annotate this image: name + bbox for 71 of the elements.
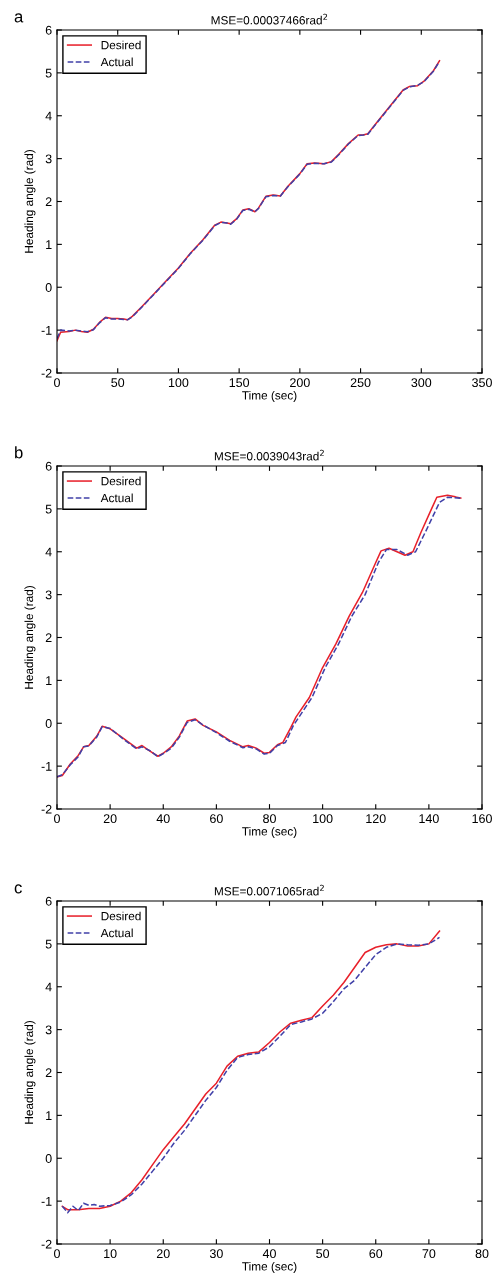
x-tick-label: 0 <box>54 814 60 824</box>
y-tick-label: 6 <box>45 461 52 471</box>
y-tick-label: -2 <box>41 368 52 378</box>
chart-title: MSE=0.00037466rad$^{2}$ <box>211 13 328 25</box>
y-tick-label: 6 <box>45 896 52 906</box>
x-tick-label: 0 <box>54 1249 60 1259</box>
x-tick-label: 100 <box>313 814 333 824</box>
y-tick-label: 5 <box>45 939 52 949</box>
legend-label: Actual <box>100 928 133 938</box>
x-tick-label: 30 <box>209 1249 223 1259</box>
x-axis-title: Time (sec) <box>242 1261 297 1273</box>
x-tick-label: 0 <box>54 378 60 388</box>
y-tick-label: 1 <box>46 1111 52 1120</box>
y-tick-label: 2 <box>45 1068 52 1078</box>
x-tick-label: 160 <box>472 814 492 824</box>
legend-label: Actual <box>100 57 133 67</box>
x-tick-label: 20 <box>156 1249 170 1259</box>
chart-title: MSE=0.0071065rad$^{2}$ <box>214 884 324 896</box>
x-tick-label: 80 <box>475 1249 489 1259</box>
y-tick-label: 1 <box>46 240 52 249</box>
x-tick-label: 200 <box>290 378 310 388</box>
y-tick-label: -1 <box>41 326 52 335</box>
y-tick-label: 4 <box>45 111 52 121</box>
x-tick-label: 250 <box>350 378 371 388</box>
y-tick-label: 2 <box>45 633 52 643</box>
legend-label: Desired <box>101 911 141 921</box>
y-tick-label: 3 <box>45 154 52 164</box>
text: a <box>14 13 24 23</box>
y-tick-label: 1 <box>46 676 52 685</box>
legend-label: Desired <box>101 476 141 486</box>
chart-title: MSE=0.0039043rad$^{2}$ <box>214 449 324 461</box>
y-tick-label: 3 <box>45 1025 52 1035</box>
y-tick-label: 2 <box>45 197 52 207</box>
x-tick-label: 120 <box>366 814 386 824</box>
x-tick-label: 50 <box>316 1249 330 1259</box>
x-tick-label: 50 <box>111 378 125 388</box>
x-axis-title: Time (sec) <box>242 390 297 402</box>
x-tick-label: 140 <box>419 814 439 824</box>
x-tick-label: 300 <box>411 378 432 388</box>
x-tick-label: 60 <box>210 814 223 824</box>
text: c <box>14 884 22 894</box>
y-tick-label: -2 <box>41 804 52 814</box>
y-tick-label: 5 <box>45 504 52 514</box>
y-tick-label: -1 <box>41 762 52 771</box>
y-axis-title: Heading angle (rad) <box>24 1021 36 1124</box>
x-tick-label: 60 <box>369 1249 383 1259</box>
x-axis-title: Time (sec) <box>242 826 297 838</box>
x-tick-label: 350 <box>472 378 492 388</box>
x-tick-label: 100 <box>168 378 189 388</box>
y-tick-label: 4 <box>45 547 52 557</box>
y-axis-title: Heading angle (rad) <box>24 586 36 689</box>
x-tick-label: 20 <box>103 814 117 824</box>
x-tick-label: 10 <box>104 1249 117 1259</box>
x-tick-label: 150 <box>229 378 250 388</box>
y-tick-label: 0 <box>45 1154 52 1163</box>
legend-label: Desired <box>101 40 141 50</box>
y-tick-label: 3 <box>45 590 52 600</box>
text: b <box>15 446 23 459</box>
x-tick-label: 80 <box>263 814 276 824</box>
x-tick-label: 40 <box>262 1249 276 1259</box>
y-tick-label: 5 <box>45 68 52 78</box>
y-axis-title: Heading angle (rad) <box>24 150 36 253</box>
x-tick-label: 70 <box>422 1249 436 1259</box>
legend-label: Actual <box>100 493 133 503</box>
y-tick-label: -1 <box>41 1197 52 1206</box>
y-tick-label: -2 <box>41 1239 52 1249</box>
y-tick-label: 0 <box>45 283 52 292</box>
y-tick-label: 4 <box>45 982 52 992</box>
x-tick-label: 40 <box>156 814 170 824</box>
y-tick-label: 6 <box>45 25 52 35</box>
y-tick-label: 0 <box>45 719 52 728</box>
